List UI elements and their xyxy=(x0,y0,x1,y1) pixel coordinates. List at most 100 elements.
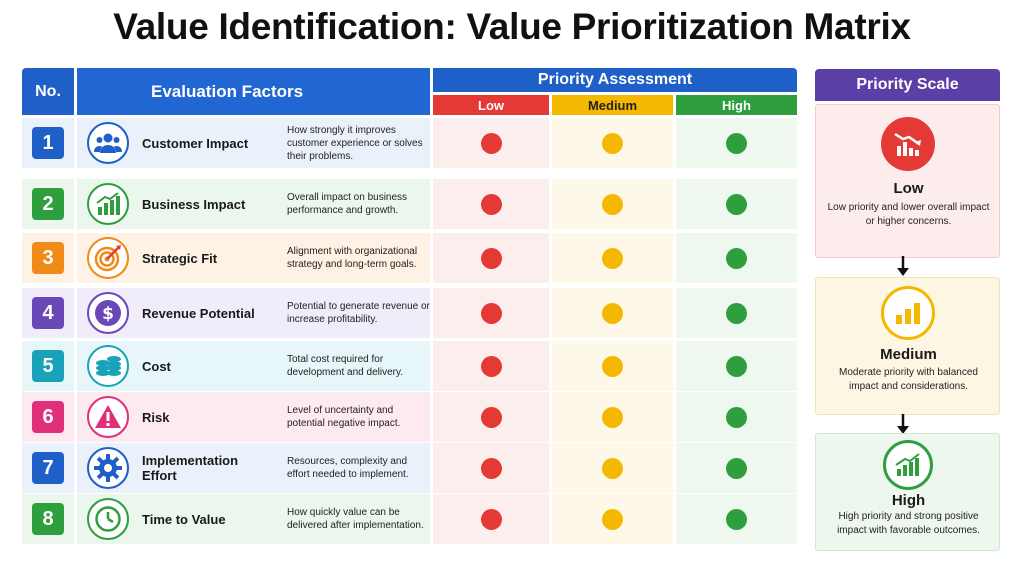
scale-card-high: High High priority and strong positive i… xyxy=(815,433,1000,551)
customers-icon xyxy=(87,122,129,164)
factor-cell: Business Impact Overall impact on busine… xyxy=(77,179,430,229)
low-dot xyxy=(480,406,502,428)
high-priority-cell xyxy=(676,443,797,493)
medium-dot xyxy=(602,508,623,530)
factor-name: Time to Value xyxy=(142,511,226,527)
factor-name: Customer Impact xyxy=(142,135,249,151)
medium-dot xyxy=(602,406,623,428)
row-number: 5 xyxy=(32,350,64,382)
medium-dot xyxy=(602,247,623,269)
row-number-cell: 4 xyxy=(22,288,74,338)
medium-priority-cell xyxy=(552,443,673,493)
low-priority-cell xyxy=(433,392,549,442)
table-row: 5 Cost Total cost required for developme… xyxy=(22,341,797,391)
medium-priority-cell xyxy=(552,392,673,442)
scale-low-label: Low xyxy=(893,180,924,197)
factor-cell: Customer Impact How strongly it improves… xyxy=(77,118,430,168)
table-row: 8 Time to Value How quickly value can be… xyxy=(22,494,797,544)
row-number: 8 xyxy=(32,503,64,535)
medium-dot xyxy=(602,457,623,479)
low-dot xyxy=(480,302,502,324)
growth-chart-icon xyxy=(883,440,933,490)
high-priority-cell xyxy=(676,179,797,229)
factor-description: Overall impact on business performance a… xyxy=(287,192,408,216)
header-evaluation-factors: Evaluation Factors xyxy=(77,68,430,115)
factor-description: How strongly it improves customer experi… xyxy=(287,124,423,162)
row-number: 6 xyxy=(32,401,64,433)
table-row: 3 Strategic Fit Alignment with organizat… xyxy=(22,233,797,283)
level-low-header: Low xyxy=(433,95,549,115)
target-icon xyxy=(87,237,129,279)
high-dot xyxy=(726,406,747,428)
high-dot xyxy=(726,508,747,530)
table-row: 2 Business Impact Overall impact on busi… xyxy=(22,179,797,229)
down-arrow-icon xyxy=(897,414,909,434)
low-priority-cell xyxy=(433,494,549,544)
medium-dot xyxy=(602,302,623,324)
scale-card-medium: Medium Moderate priority with balanced i… xyxy=(815,277,1000,415)
low-dot xyxy=(480,457,502,479)
factor-cell: Cost Total cost required for development… xyxy=(77,341,430,391)
low-dot xyxy=(480,132,502,154)
row-number-cell: 8 xyxy=(22,494,74,544)
row-number-cell: 5 xyxy=(22,341,74,391)
row-number-cell: 1 xyxy=(22,118,74,168)
high-priority-cell xyxy=(676,288,797,338)
factor-description: Alignment with organizational strategy a… xyxy=(287,246,418,270)
medium-priority-cell xyxy=(552,179,673,229)
level-medium-header: Medium xyxy=(552,95,673,115)
bar-chart-icon xyxy=(881,286,935,340)
row-number: 4 xyxy=(32,297,64,329)
factor-cell: $ Revenue Potential Potential to generat… xyxy=(77,288,430,338)
priority-scale-header: Priority Scale xyxy=(815,69,1000,101)
low-priority-cell xyxy=(433,179,549,229)
table-row: 4 $ Revenue Potential Potential to gener… xyxy=(22,288,797,338)
high-priority-cell xyxy=(676,118,797,168)
dollar-icon: $ xyxy=(87,292,129,334)
low-dot xyxy=(480,508,502,530)
factor-description: Level of uncertainty and potential negat… xyxy=(287,405,401,429)
factor-name: Strategic Fit xyxy=(142,250,218,266)
header-priority-assessment: Priority Assessment xyxy=(433,68,797,92)
scale-card-low: Low Low priority and lower overall impac… xyxy=(815,104,1000,258)
coins-icon xyxy=(87,345,129,387)
high-priority-cell xyxy=(676,341,797,391)
medium-priority-cell xyxy=(552,341,673,391)
low-priority-cell xyxy=(433,443,549,493)
svg-text:$: $ xyxy=(102,304,114,324)
medium-priority-cell xyxy=(552,118,673,168)
scale-high-label: High xyxy=(891,492,926,509)
table-row: 7 Implementation Effort Resources, compl… xyxy=(22,443,797,493)
medium-priority-cell xyxy=(552,494,673,544)
row-number-cell: 7 xyxy=(22,443,74,493)
header-number: No. xyxy=(22,68,74,115)
row-number-cell: 3 xyxy=(22,233,74,283)
row-number-cell: 2 xyxy=(22,179,74,229)
table-row: 6 Risk Level of uncertainty and potentia… xyxy=(22,392,797,442)
high-dot xyxy=(726,355,747,377)
low-dot xyxy=(480,193,502,215)
scale-medium-desc: Moderate priority with balanced impact a… xyxy=(839,367,978,392)
low-dot xyxy=(480,247,502,269)
factor-name: Implementation Effort xyxy=(142,453,239,483)
factor-description: Resources, complexity and effort needed … xyxy=(287,456,409,480)
factor-name: Revenue Potential xyxy=(142,305,255,321)
high-dot xyxy=(726,193,747,215)
medium-priority-cell xyxy=(552,288,673,338)
row-number-cell: 6 xyxy=(22,392,74,442)
factor-cell: Risk Level of uncertainty and potential … xyxy=(77,392,430,442)
factor-name: Business Impact xyxy=(142,196,246,212)
row-number: 1 xyxy=(32,127,64,159)
page-title: Value Identification: Value Prioritizati… xyxy=(113,6,911,47)
high-priority-cell xyxy=(676,494,797,544)
scale-low-desc: Low priority and lower overall impact or… xyxy=(827,202,990,227)
low-priority-cell xyxy=(433,233,549,283)
scale-medium-label: Medium xyxy=(880,346,937,363)
row-number: 7 xyxy=(32,452,64,484)
clock-icon xyxy=(87,498,129,540)
medium-dot xyxy=(602,355,623,377)
medium-dot xyxy=(602,193,623,215)
factor-cell: Strategic Fit Alignment with organizatio… xyxy=(77,233,430,283)
high-priority-cell xyxy=(676,233,797,283)
factor-cell: Implementation Effort Resources, complex… xyxy=(77,443,430,493)
